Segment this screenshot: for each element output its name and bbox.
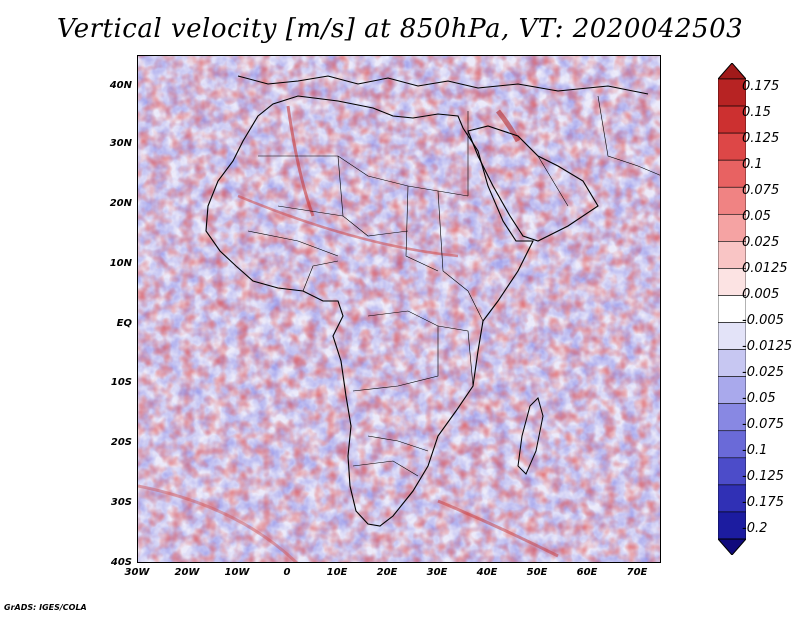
southern-upward-band [138, 484, 299, 562]
colorbar [718, 63, 746, 555]
madagascar-coastline [517, 397, 544, 475]
colorbar-label: -0.1 [742, 443, 768, 458]
africa-coastline [205, 95, 534, 527]
colorbar-swatch [718, 105, 746, 134]
colorbar-label: 0.075 [742, 183, 780, 198]
colorbar-label: 0.025 [742, 235, 780, 250]
velocity-field-map [138, 56, 660, 562]
sahel-upward-band [237, 194, 459, 258]
lon-label-60e: 60E [576, 567, 598, 578]
lon-label-20e: 20E [376, 567, 398, 578]
colorbar-swatch [718, 376, 746, 405]
lat-label-10n: 10N [109, 258, 132, 269]
colorbar-swatch [718, 430, 746, 459]
colorbar-label: -0.05 [742, 391, 776, 406]
colorbar-swatch [718, 322, 746, 350]
country-borders [247, 95, 660, 477]
colorbar-swatch [718, 403, 746, 432]
lat-label-eq: EQ [116, 318, 132, 329]
upward-velocity-texture [138, 56, 660, 562]
colorbar-label: 0.15 [742, 105, 771, 120]
lat-label-30s: 30S [110, 497, 132, 508]
map-plot-area [137, 55, 661, 563]
lon-label-0: 0 [283, 567, 291, 578]
colorbar-label: 0.1 [742, 157, 763, 172]
colorbar-top-arrow [718, 63, 746, 80]
europe-coastline [237, 75, 649, 95]
lat-label-40n: 40N [109, 80, 132, 91]
colorbar-label: -0.175 [742, 495, 784, 510]
lat-label-30n: 30N [109, 138, 132, 149]
lon-label-20w: 20W [174, 567, 200, 578]
arabia-coastline [467, 125, 599, 242]
lon-label-40e: 40E [476, 567, 498, 578]
grads-credit: GrADS: IGES/COLA [4, 603, 87, 612]
colorbar-swatch [718, 349, 746, 377]
colorbar-label: -0.005 [742, 313, 784, 328]
lon-label-70e: 70E [626, 567, 648, 578]
atlas-upward-band [286, 105, 315, 217]
colorbar-bottom-arrow [718, 538, 746, 555]
mesopotamia-upward-band [496, 109, 521, 143]
lon-label-50e: 50E [526, 567, 548, 578]
lon-label-30w: 30W [124, 567, 150, 578]
colorbar-label: 0.175 [742, 79, 780, 94]
lon-label-10w: 10W [224, 567, 250, 578]
lat-label-20n: 20N [109, 198, 132, 209]
colorbar-label: 0.0125 [742, 261, 788, 276]
colorbar-label: 0.05 [742, 209, 771, 224]
lat-label-20s: 20S [110, 437, 132, 448]
colorbar-swatch [718, 268, 746, 296]
colorbar-label: 0.005 [742, 287, 780, 302]
colorbar-label: 0.125 [742, 131, 780, 146]
cape-upward-band [437, 499, 559, 558]
lat-label-10s: 10S [110, 377, 132, 388]
colorbar-label: -0.125 [742, 469, 784, 484]
colorbar-swatch [718, 457, 746, 486]
lon-label-10e: 10E [326, 567, 348, 578]
map-title: Vertical velocity [m/s] at 850hPa, VT: 2… [56, 14, 744, 44]
lat-label-40s: 40S [110, 557, 132, 568]
colorbar-label: -0.075 [742, 417, 784, 432]
colorbar-label: -0.2 [742, 521, 768, 536]
colorbar-label: -0.025 [742, 365, 784, 380]
colorbar-swatch [718, 213, 746, 242]
lon-label-30e: 30E [426, 567, 448, 578]
colorbar-label: -0.0125 [742, 339, 793, 354]
